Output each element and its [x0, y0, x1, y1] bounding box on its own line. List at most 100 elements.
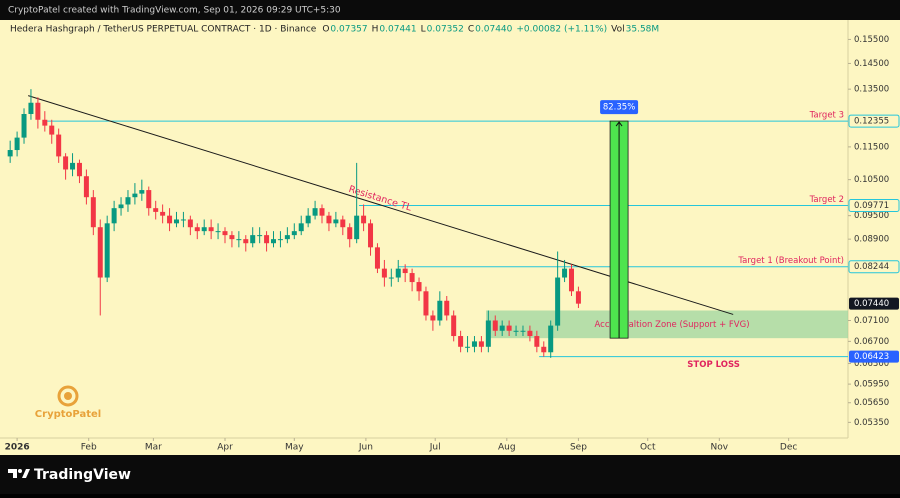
current-price-tag [849, 297, 899, 310]
candle-body [70, 162, 76, 170]
candle-body [471, 341, 477, 347]
candle-body [506, 325, 512, 331]
candle-body [111, 208, 117, 224]
candle-body [118, 204, 124, 209]
candle-body [7, 150, 13, 157]
y-tick-label: 0.11500 [854, 142, 889, 152]
candle-body [465, 346, 471, 348]
candle-body [243, 239, 249, 244]
candle-body [28, 102, 34, 114]
brand: TradingView [34, 467, 131, 483]
current-price-label: 0.07440 [854, 299, 889, 309]
y-tick-label: 0.08900 [854, 235, 889, 245]
candle-body [63, 156, 69, 170]
y-tick-label: 0.15500 [854, 35, 889, 45]
x-tick-label: Apr [217, 443, 233, 453]
x-tick-label: Nov [711, 443, 729, 453]
info-key: L [421, 25, 426, 35]
candle-body [125, 197, 131, 205]
x-tick-label: Sep [570, 443, 587, 453]
candle-body [437, 300, 443, 321]
info-value: 35.58M [626, 25, 660, 35]
price-tag [848, 260, 900, 274]
candle-body [562, 268, 568, 278]
candle-body [132, 193, 138, 198]
x-tick-label: Oct [640, 443, 656, 453]
candle-body [250, 235, 256, 244]
projection-label: 82.35% [603, 103, 635, 113]
info-key: C [468, 25, 474, 35]
candle-body [534, 336, 540, 347]
x-tick-label: Dec [780, 443, 797, 453]
y-tick-label: 0.10500 [854, 175, 889, 185]
candle-body [187, 219, 193, 228]
y-tick-label: 0.07100 [854, 316, 889, 326]
level-label: Target 1 (Breakout Point) [737, 256, 844, 266]
watermark: CryptoPatel [35, 409, 101, 420]
candle-body [104, 223, 110, 278]
y-tick-label: 0.14500 [854, 59, 889, 69]
candle-body [423, 291, 429, 316]
candle-body [215, 231, 221, 233]
candle-body [541, 346, 547, 353]
candle-body [444, 300, 450, 316]
candle-body [319, 208, 325, 216]
candle-body [409, 273, 415, 283]
candle-body [21, 113, 27, 138]
level-label: Target 3 [809, 111, 844, 121]
info-key: H [372, 25, 379, 35]
candle-body [35, 102, 41, 120]
candle-body [42, 119, 48, 126]
candle-body [264, 235, 270, 244]
bottom-bar [0, 455, 900, 494]
candle-body [76, 162, 82, 177]
x-tick-label: 2026 [5, 443, 30, 453]
info-value: 0.07440 [475, 25, 512, 35]
candle-body [326, 215, 332, 224]
price-tag-label: 0.09771 [854, 201, 889, 211]
candle-body [160, 211, 166, 216]
price-tag [848, 199, 900, 213]
price-tag-label: 0.06423 [854, 352, 889, 362]
candle-body [298, 223, 304, 232]
x-tick-label: Mar [145, 443, 162, 453]
candle-body [458, 336, 464, 347]
candle-body [97, 227, 103, 278]
x-tick-label: Aug [498, 443, 516, 453]
price-tag [848, 114, 900, 128]
top-bar [0, 0, 900, 20]
candle-body [201, 227, 207, 232]
watermark-logo [57, 385, 79, 407]
candle-body [388, 277, 394, 279]
symbol-title: Hedera Hashgraph / TetherUS PERPETUAL CO… [10, 25, 317, 35]
x-tick-label: May [285, 443, 304, 453]
candle-body [146, 190, 152, 209]
candle-body [478, 341, 484, 347]
candle-body [312, 208, 318, 216]
candle-body [236, 239, 242, 241]
candle-body [485, 320, 491, 347]
candle-body [381, 268, 387, 278]
candle-body [555, 277, 561, 326]
candle-body [139, 190, 145, 194]
candle-body [548, 325, 554, 353]
candle-body [333, 219, 339, 224]
candle-body [14, 137, 20, 151]
candle-body [173, 219, 179, 224]
x-tick-label: Jul [429, 443, 441, 453]
price-tag [849, 350, 899, 363]
candle-body [229, 235, 235, 240]
y-tick-label: 0.06300 [854, 359, 889, 369]
y-tick-label: 0.06700 [854, 337, 889, 347]
level-label: Target 2 [809, 195, 844, 205]
candle-body [492, 320, 498, 331]
candle-body [167, 215, 173, 224]
candle-body [271, 239, 277, 244]
y-tick-label: 0.09500 [854, 211, 889, 221]
info-key: Vol [611, 25, 624, 35]
candle-body [575, 291, 581, 304]
candle-body [361, 215, 367, 224]
candle-body [527, 330, 533, 337]
x-tick-label: Jun [358, 443, 373, 453]
